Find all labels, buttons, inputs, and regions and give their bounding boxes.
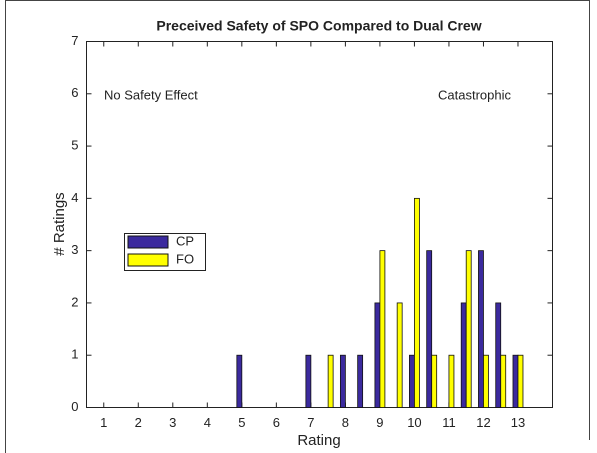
x-tick-label: 8 [342,415,349,430]
x-tick-label: 3 [169,415,176,430]
bar [465,250,472,408]
y-tick-label: 0 [71,399,78,414]
bar [426,250,433,408]
bar [379,250,386,408]
bar [327,354,334,408]
bar [374,302,381,408]
x-tick-label: 13 [511,415,525,430]
x-tick-label: 1 [100,415,107,430]
x-tick-label: 11 [442,415,456,430]
bar [236,354,243,408]
x-tick-label: 6 [273,415,280,430]
x-tick-label: 4 [204,415,211,430]
bar [448,354,455,408]
legend-label: FO [176,251,194,266]
x-tick-label: 2 [135,415,142,430]
bar [409,354,415,408]
annotation: No Safety Effect [104,87,198,102]
y-tick-label: 6 [71,85,78,100]
bar [478,250,484,408]
y-tick-label: 5 [71,138,78,153]
bar [500,354,507,408]
legend-label: CP [176,233,194,248]
y-tick-label: 2 [71,294,78,309]
bar [396,302,403,408]
bar [414,197,420,408]
figure-border [5,0,590,453]
bar [517,354,524,408]
x-tick-label: 5 [238,415,245,430]
legend-swatch [127,253,169,267]
annotation: Catastrophic [438,87,511,102]
bar [483,354,489,408]
x-tick-label: 10 [407,415,421,430]
y-tick-label: 3 [71,242,78,257]
bar [495,302,502,408]
y-tick-label: 1 [71,347,78,362]
bar [305,354,312,408]
y-axis-label: # Ratings [51,192,68,255]
bar [512,354,519,408]
y-tick-label: 7 [71,33,78,48]
x-tick-label: 12 [476,415,490,430]
legend-swatch [127,235,169,249]
x-tick-label: 9 [376,415,383,430]
x-axis-label: Rating [297,432,340,449]
y-tick-label: 4 [71,190,78,205]
bar [431,354,438,408]
bar [339,354,346,408]
x-tick-label: 7 [307,415,314,430]
chart-title: Preceived Safety of SPO Compared to Dual… [156,18,481,34]
bar [357,354,364,408]
bar [460,302,467,408]
plot-frame [86,41,553,408]
